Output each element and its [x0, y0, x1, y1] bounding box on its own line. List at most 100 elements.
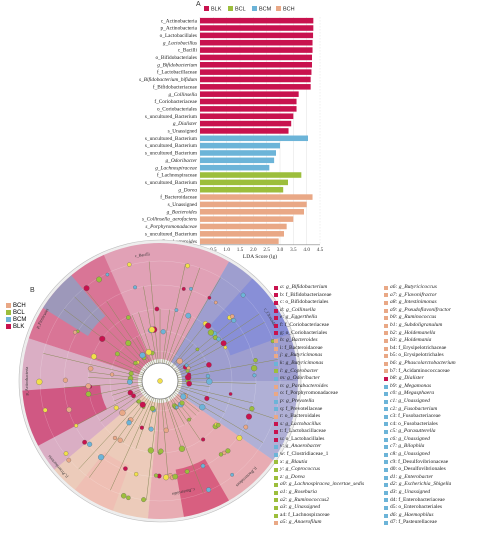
- bar-label: f_Coriobacteriaceae: [154, 98, 197, 105]
- taxa-legend-swatch: [384, 498, 388, 503]
- lda-bar: [200, 98, 297, 105]
- taxon-node: [133, 360, 138, 366]
- taxa-legend-label: b: f_Bifidobacteriaceae: [280, 291, 332, 298]
- group-legend-swatch: [6, 303, 11, 308]
- taxa-legend-swatch: [384, 384, 388, 389]
- taxon-node: [139, 352, 146, 359]
- group-legend-label: BCM: [13, 316, 27, 323]
- bar-label: p_Actinobacteria: [161, 26, 198, 32]
- taxa-legend-label: b3: g_Holdemania: [390, 337, 432, 344]
- taxa-legend-swatch: [274, 346, 278, 351]
- taxa-legend-label: s: g_Lactobacillus: [280, 420, 321, 427]
- taxon-node: [163, 427, 169, 433]
- branch: [183, 290, 193, 314]
- taxon-node: [228, 392, 233, 396]
- branch: [64, 385, 89, 388]
- branch: [189, 387, 209, 393]
- taxon-node: [73, 330, 78, 335]
- taxa-legend-label: c0: g_Megasphaera: [390, 390, 435, 397]
- taxa-legend-item: a4: f_Lachnospiraceae: [274, 512, 364, 520]
- sector-label: c_Bacteroidia: [172, 487, 196, 497]
- taxon-node: [62, 377, 68, 383]
- taxa-legend-item: b5: o_Erysipelotrichales: [384, 352, 456, 360]
- taxa-legend-item: z: g_Dorea: [274, 474, 364, 482]
- taxon-node: [216, 336, 221, 342]
- branch: [186, 393, 206, 403]
- clade-sector: [103, 243, 229, 362]
- branch: [106, 301, 121, 322]
- taxon-node: [154, 306, 160, 312]
- branch: [151, 285, 154, 310]
- branch: [111, 369, 131, 375]
- branch: [209, 382, 232, 384]
- taxon-node: [63, 451, 69, 456]
- taxa-legend-item: j: g_Butyricimonas: [274, 352, 364, 360]
- taxa-legend-label: d0: o_Desulfovibrionales: [390, 466, 446, 473]
- branch: [83, 287, 100, 307]
- taxa-legend-label: d5: o_Enterobacteriales: [390, 504, 443, 511]
- group-legend-label: BCH: [13, 302, 26, 309]
- bar-label: s_Porphyromonadaceae: [145, 224, 197, 230]
- taxon-node: [223, 345, 228, 350]
- taxon-node: [229, 314, 235, 319]
- taxa-legend-item: e: g_Eggerthella: [274, 314, 364, 322]
- branch: [191, 267, 201, 291]
- taxa-legend-swatch: [274, 445, 278, 450]
- taxa-legend-label: c9: f_Desulfovibrionaceae: [390, 458, 449, 465]
- taxa-legend-swatch: [274, 414, 278, 419]
- taxa-legend-item: a6: g_Butyricicoccus: [384, 284, 456, 292]
- taxa-legend-label: b7: f_Acidaminococcaceae: [390, 367, 450, 374]
- taxa-legend-item: u: o_Lactobacillales: [274, 436, 364, 444]
- taxa-legend-swatch: [384, 475, 388, 480]
- taxa-legend-swatch: [384, 445, 388, 450]
- taxa-legend-swatch: [384, 452, 388, 457]
- bar-label: g_Collinsella: [168, 92, 197, 98]
- taxon-node: [243, 424, 249, 430]
- taxa-legend-item: g: o_Coriobacteriales: [274, 330, 364, 338]
- taxa-legend-label: p: g_Prevotella: [280, 397, 315, 404]
- taxa-legend-label: q: f_Prevotellaceae: [280, 405, 323, 412]
- taxa-legend-swatch: [274, 498, 278, 503]
- bar-label: g_Lactobacillus: [163, 40, 197, 46]
- branch: [166, 309, 170, 332]
- taxon-node: [220, 340, 227, 347]
- branch: [254, 359, 279, 364]
- branch: [243, 322, 265, 335]
- taxa-legend-item: b2: g_Holdemanella: [384, 330, 456, 338]
- branch: [203, 345, 223, 357]
- taxon-node: [186, 380, 192, 387]
- taxa-legend-swatch: [384, 483, 388, 488]
- branch: [112, 389, 132, 396]
- branch: [180, 263, 186, 288]
- branch: [188, 365, 208, 373]
- branch: [139, 408, 148, 427]
- branch: [163, 430, 167, 453]
- taxa-legend-item: o: f_Porphyromonadaceae: [274, 390, 364, 398]
- taxa-legend-item: a3: g_Unassigned: [274, 504, 364, 512]
- taxa-legend-swatch: [384, 308, 388, 313]
- x-tick-label: 3.0: [277, 247, 284, 253]
- branch: [88, 458, 104, 478]
- taxon-node: [230, 472, 234, 477]
- taxa-legend-swatch: [274, 316, 278, 321]
- taxon-node: [117, 437, 123, 443]
- root-node: [157, 378, 163, 384]
- taxon-node: [160, 329, 166, 335]
- taxon-node: [206, 378, 213, 385]
- taxa-legend-swatch: [384, 513, 388, 518]
- group-legend-item: BLK: [6, 323, 26, 330]
- taxa-legend-item: b1: g_Subdoligranulum: [384, 322, 456, 330]
- sector-label: c_Bacilli: [134, 251, 150, 258]
- taxa-legend-swatch: [384, 376, 388, 381]
- branch: [136, 336, 146, 355]
- taxa-legend-swatch: [384, 331, 388, 336]
- legend-swatch: [204, 6, 209, 11]
- taxa-legend-item: c8: g_Unassigned: [384, 451, 456, 459]
- branch: [148, 410, 154, 430]
- branch: [112, 364, 132, 372]
- branch: [174, 337, 186, 356]
- branch: [162, 410, 165, 431]
- taxon-node: [207, 295, 212, 300]
- branch: [187, 422, 201, 441]
- branch: [185, 318, 197, 338]
